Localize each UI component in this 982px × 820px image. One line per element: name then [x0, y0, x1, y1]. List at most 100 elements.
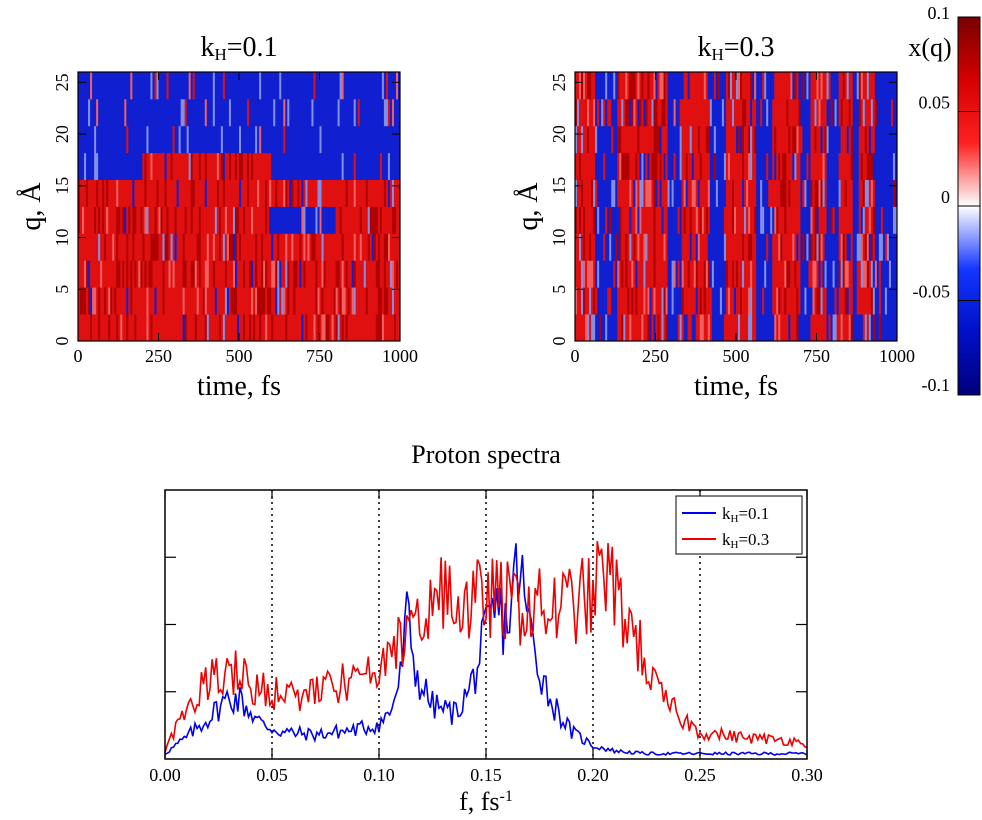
heatmap-cell [870, 72, 874, 100]
heatmap-cell [669, 233, 672, 261]
heatmap-cell [729, 314, 733, 342]
heatmap-cell [748, 179, 751, 207]
heatmap-cell [591, 125, 594, 154]
heatmap-cell [715, 179, 719, 207]
heatmap-cell [725, 233, 729, 261]
heatmap-cell [798, 314, 801, 342]
heatmap-cell [383, 287, 387, 315]
heatmap-cell [840, 260, 844, 288]
heatmap-cell [623, 125, 626, 154]
heatmap-cell [156, 260, 159, 288]
heatmap-k03-x-axis-label: time, fs [694, 371, 778, 402]
heatmap-cell [892, 206, 896, 234]
heatmap-cell [804, 206, 807, 234]
heatmap-cell [186, 206, 190, 234]
heatmap-cell [693, 152, 697, 180]
heatmap-cell [335, 152, 339, 180]
heatmap-cell [607, 314, 610, 342]
heatmap-cell [768, 206, 771, 234]
heatmap-cell [774, 287, 777, 315]
heatmap-cell [746, 179, 749, 207]
heatmap-cell [192, 233, 196, 261]
heatmap-cell [752, 98, 755, 127]
heatmap-cell [329, 206, 332, 234]
heatmap-cell [645, 125, 648, 154]
heatmap-cell [832, 287, 836, 315]
heatmap-cell [695, 260, 699, 288]
heatmap-cell [878, 260, 882, 288]
heatmap-cell [100, 72, 103, 100]
heatmap-cell [623, 287, 626, 315]
heatmap-cell [132, 152, 135, 180]
heatmap-cell [138, 260, 141, 288]
heatmap-cell [772, 179, 775, 207]
heatmap-cell [323, 179, 326, 207]
heatmap-cell [395, 72, 399, 100]
heatmap-cell [251, 287, 254, 315]
heatmap-cell [695, 98, 699, 127]
heatmap-cell [349, 125, 353, 154]
heatmap-cell [325, 314, 328, 342]
heatmap-cell [277, 287, 280, 315]
heatmap-cell [685, 314, 689, 342]
heatmap-cell [102, 233, 105, 261]
heatmap-cell [170, 206, 173, 234]
heatmap-cell [643, 206, 646, 234]
heatmap-cell [639, 152, 642, 180]
heatmap-cell [188, 98, 192, 127]
heatmap-cell [263, 233, 266, 261]
heatmap-cell [144, 152, 147, 180]
heatmap-cell [641, 179, 644, 207]
heatmap-cell [289, 260, 292, 288]
heatmap-cell [776, 206, 779, 234]
heatmap-cell [677, 152, 681, 180]
heatmap-cell [299, 260, 302, 288]
heatmap-cell [886, 152, 890, 180]
heatmap-cell [287, 125, 290, 154]
heatmap-cell [613, 125, 616, 154]
heatmap-cell [715, 206, 719, 234]
heatmap-cell [766, 260, 769, 288]
heatmap-cell [852, 314, 856, 342]
heatmap-cell [663, 233, 666, 261]
heatmap-cell [142, 72, 145, 100]
heatmap-cell [379, 233, 383, 261]
heatmap-cell [717, 314, 721, 342]
heatmap-cell [112, 260, 115, 288]
heatmap-cell [140, 233, 143, 261]
heatmap-cell [842, 260, 846, 288]
heatmap-cell [685, 98, 689, 127]
heatmap-cell [685, 72, 689, 100]
heatmap-cell [892, 152, 896, 180]
heatmap-cell [329, 72, 332, 100]
heatmap-cell [234, 152, 238, 180]
heatmap-cell [329, 260, 332, 288]
heatmap-cell [239, 206, 242, 234]
heatmap-cell [124, 152, 127, 180]
heatmap-cell [671, 260, 675, 288]
heatmap-cell [699, 152, 703, 180]
heatmap-cell [701, 179, 705, 207]
heatmap-cell [184, 314, 188, 342]
heatmap-cell [824, 72, 827, 100]
heatmap-cell [82, 125, 85, 154]
heatmap-cell [808, 233, 811, 261]
x-tick-label: 250 [145, 346, 172, 366]
heatmap-cell [287, 287, 290, 315]
heatmap-cell [361, 233, 365, 261]
heatmap-cell [152, 72, 155, 100]
heatmap-cell [874, 206, 878, 234]
heatmap-cell [683, 314, 687, 342]
heatmap-cell [245, 206, 248, 234]
heatmap-cell [872, 152, 876, 180]
heatmap-cell [884, 314, 888, 342]
heatmap-cell [267, 260, 270, 288]
heatmap-cell [311, 233, 314, 261]
heatmap-cell [343, 98, 347, 127]
heatmap-cell [293, 260, 296, 288]
heatmap-cell [293, 314, 296, 342]
heatmap-cell [860, 287, 864, 315]
heatmap-cell [778, 72, 781, 100]
heatmap-cell [583, 152, 586, 180]
